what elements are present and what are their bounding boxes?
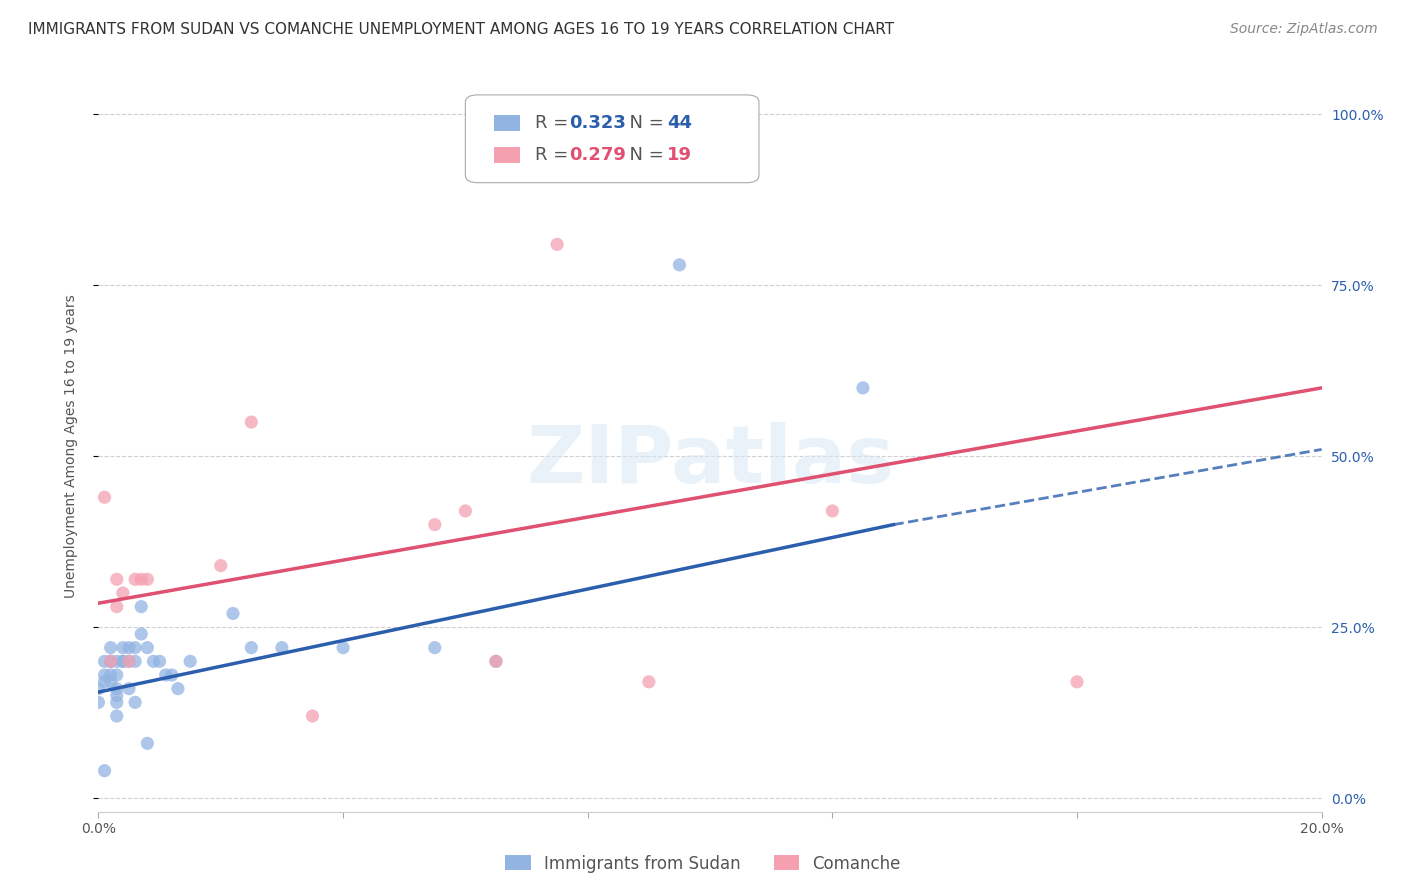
- Point: [100, 674, 122, 689]
- Point: [124, 572, 146, 586]
- Point: [105, 695, 128, 709]
- Point: [118, 654, 141, 668]
- Point: [160, 668, 183, 682]
- Point: [93, 490, 115, 504]
- FancyBboxPatch shape: [465, 95, 759, 183]
- Point: [332, 640, 354, 655]
- Text: R =: R =: [536, 113, 574, 132]
- Point: [301, 709, 323, 723]
- Point: [136, 736, 159, 750]
- Point: [100, 668, 122, 682]
- Text: R =: R =: [536, 146, 574, 164]
- Point: [93, 654, 115, 668]
- Point: [105, 689, 128, 703]
- Point: [485, 654, 508, 668]
- Point: [100, 654, 122, 668]
- Point: [105, 654, 128, 668]
- Point: [105, 599, 128, 614]
- Point: [105, 572, 128, 586]
- Text: 0.279: 0.279: [569, 146, 626, 164]
- Point: [149, 654, 172, 668]
- Point: [111, 586, 134, 600]
- Text: 44: 44: [668, 113, 692, 132]
- Y-axis label: Unemployment Among Ages 16 to 19 years: Unemployment Among Ages 16 to 19 years: [63, 294, 77, 598]
- Point: [821, 504, 844, 518]
- Point: [240, 415, 263, 429]
- Point: [136, 640, 159, 655]
- Text: 0.323: 0.323: [569, 113, 626, 132]
- Point: [129, 627, 152, 641]
- Point: [93, 674, 115, 689]
- Point: [454, 504, 477, 518]
- Point: [209, 558, 232, 573]
- Point: [129, 599, 152, 614]
- Point: [155, 668, 177, 682]
- Text: 19: 19: [668, 146, 692, 164]
- Point: [105, 668, 128, 682]
- Point: [129, 572, 152, 586]
- Point: [179, 654, 201, 668]
- Point: [124, 654, 146, 668]
- Legend: Immigrants from Sudan, Comanche: Immigrants from Sudan, Comanche: [499, 848, 907, 880]
- Point: [118, 681, 141, 696]
- Point: [240, 640, 263, 655]
- Point: [167, 681, 190, 696]
- Text: IMMIGRANTS FROM SUDAN VS COMANCHE UNEMPLOYMENT AMONG AGES 16 TO 19 YEARS CORRELA: IMMIGRANTS FROM SUDAN VS COMANCHE UNEMPL…: [28, 22, 894, 37]
- Point: [93, 668, 115, 682]
- Point: [124, 640, 146, 655]
- Point: [105, 709, 128, 723]
- Text: ZIPatlas: ZIPatlas: [526, 422, 894, 500]
- Point: [485, 654, 508, 668]
- Point: [111, 640, 134, 655]
- Text: Source: ZipAtlas.com: Source: ZipAtlas.com: [1230, 22, 1378, 37]
- Point: [118, 654, 141, 668]
- Point: [546, 237, 568, 252]
- Point: [1066, 674, 1088, 689]
- Point: [100, 654, 122, 668]
- Text: N =: N =: [619, 146, 669, 164]
- Bar: [494, 115, 520, 131]
- Point: [852, 381, 875, 395]
- Point: [136, 572, 159, 586]
- Point: [668, 258, 690, 272]
- Point: [111, 654, 134, 668]
- Point: [100, 640, 122, 655]
- Point: [118, 640, 141, 655]
- Point: [100, 654, 122, 668]
- Point: [124, 695, 146, 709]
- Point: [105, 681, 128, 696]
- Point: [222, 607, 245, 621]
- Bar: [494, 147, 520, 163]
- Point: [270, 640, 292, 655]
- Point: [423, 517, 446, 532]
- Point: [111, 654, 134, 668]
- Text: N =: N =: [619, 113, 669, 132]
- Point: [87, 681, 110, 696]
- Point: [87, 695, 110, 709]
- Point: [637, 674, 661, 689]
- Point: [142, 654, 165, 668]
- Point: [423, 640, 446, 655]
- Point: [93, 764, 115, 778]
